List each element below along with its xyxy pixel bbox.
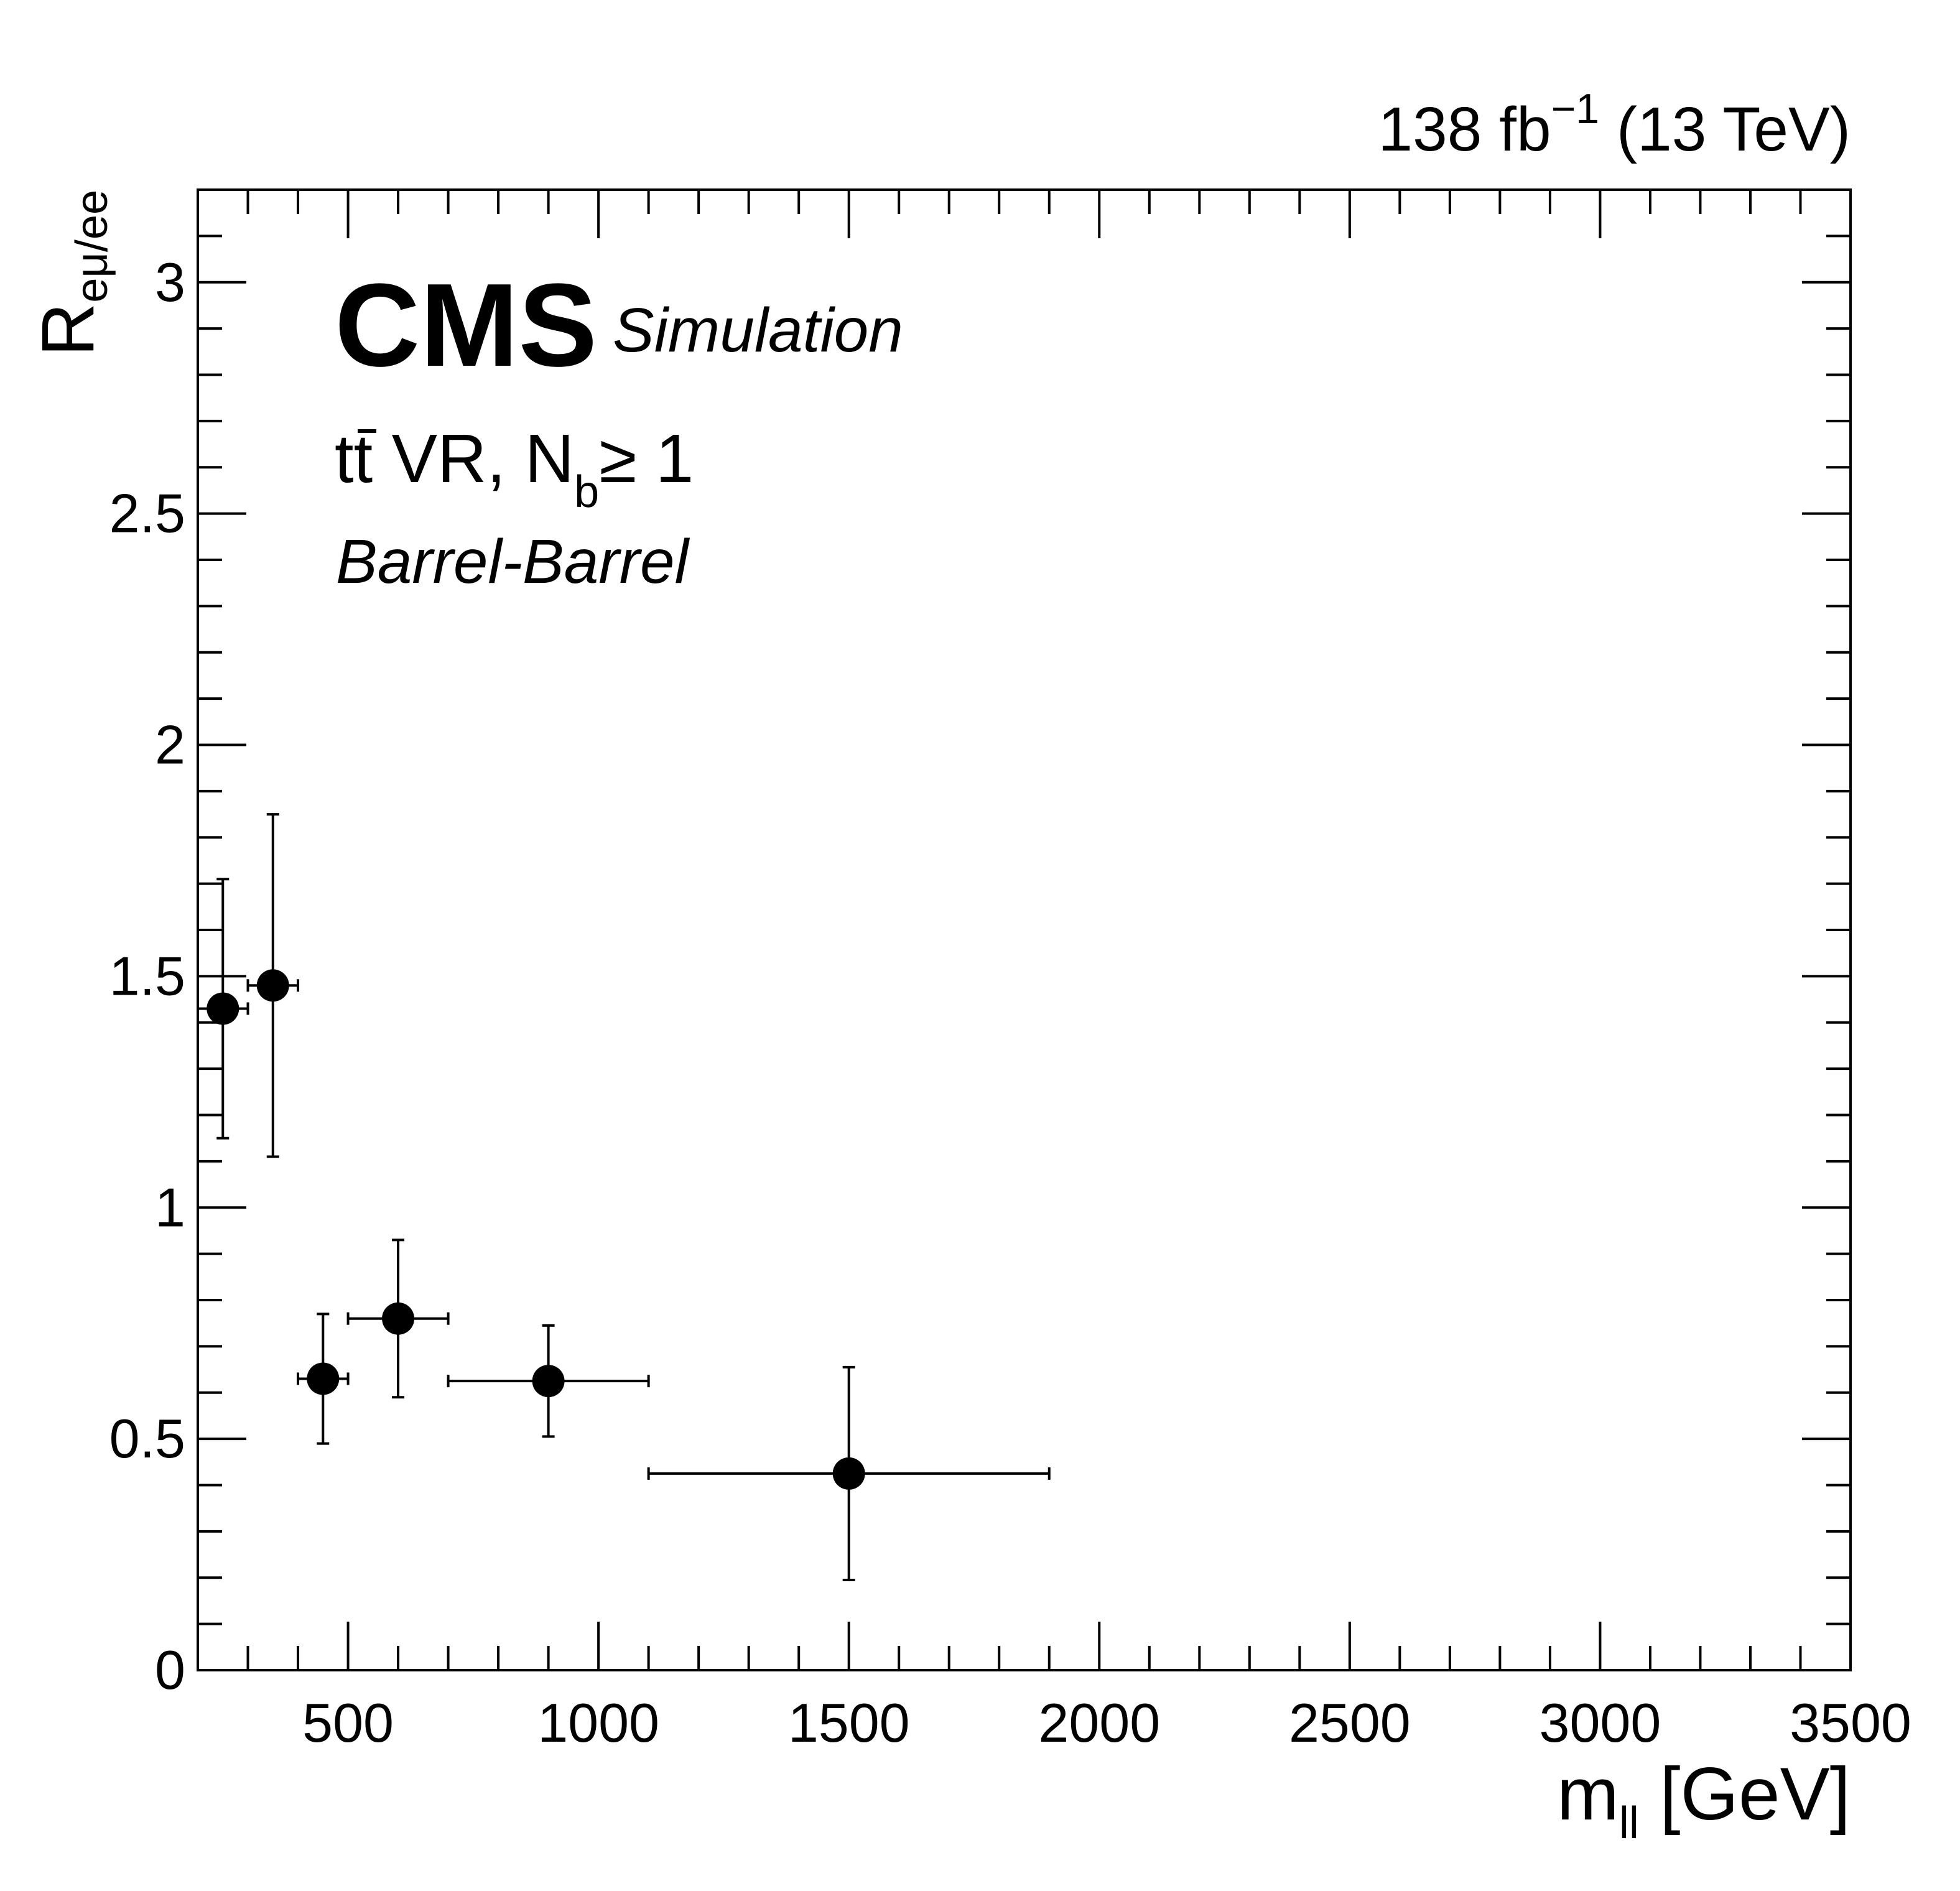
x-axis-tick-labels: 500 1000 1500 2000 2500 3000 3500: [302, 1692, 1911, 1754]
data-point: [447, 1324, 650, 1438]
x-tick-label: 2000: [1038, 1692, 1160, 1754]
cms-label: CMS: [335, 259, 597, 391]
x-axis-ticks: [197, 190, 1852, 1670]
y-tick-label: 3: [155, 251, 185, 313]
region-t: t: [335, 420, 354, 497]
x-axis-title: mll [GeV]: [1557, 1752, 1851, 1848]
x-tick-label: 1000: [537, 1692, 659, 1754]
region-subscript: b: [574, 467, 599, 517]
y-axis-tick-labels: 0 0.5 1 1.5 2 2.5 3: [109, 251, 185, 1701]
y-tick-label: 0.5: [109, 1408, 185, 1469]
cms-extra-label: Simulation: [613, 295, 903, 365]
region-tbar: t: [354, 420, 373, 497]
x-axis-title-unit: [GeV]: [1639, 1752, 1851, 1836]
data-point: [297, 1313, 350, 1445]
data-marker: [207, 992, 239, 1025]
x-tick-label: 1500: [788, 1692, 910, 1754]
data-marker: [832, 1457, 865, 1490]
region-text: VR, N: [373, 420, 574, 497]
region-cut: ≥ 1: [599, 420, 694, 497]
data-point: [346, 1238, 450, 1399]
y-tick-label: 2: [155, 714, 185, 776]
y-axis-title: Reμ/ee: [26, 190, 117, 356]
luminosity-energy: (13 TeV): [1599, 95, 1851, 164]
x-tick-label: 3000: [1540, 1692, 1661, 1754]
data-marker: [256, 969, 289, 1002]
x-tick-label: 2500: [1289, 1692, 1411, 1754]
y-tick-label: 2.5: [109, 483, 185, 544]
data-marker: [532, 1365, 565, 1398]
data-point: [246, 813, 300, 1158]
luminosity-label: 138 fb−1 (13 TeV): [1378, 85, 1851, 164]
data-point: [197, 878, 249, 1140]
region-label: tt VR, Nb≥ 1: [335, 420, 694, 517]
x-axis-title-subscript: ll: [1619, 1798, 1639, 1848]
data-marker: [307, 1362, 340, 1395]
y-tick-label: 1.5: [109, 945, 185, 1006]
y-tick-label: 0: [155, 1639, 185, 1701]
data-series: [197, 813, 1051, 1581]
luminosity-exponent: −1: [1551, 85, 1600, 132]
data-point: [647, 1365, 1051, 1581]
x-tick-label: 500: [302, 1692, 394, 1754]
y-axis-title-subscript: eμ/ee: [67, 190, 117, 303]
x-tick-label: 3500: [1790, 1692, 1911, 1754]
y-tick-label: 1: [155, 1176, 185, 1238]
category-label: Barrel-Barrel: [336, 527, 690, 597]
y-axis-ticks: [198, 188, 1851, 1671]
data-marker: [382, 1302, 415, 1335]
